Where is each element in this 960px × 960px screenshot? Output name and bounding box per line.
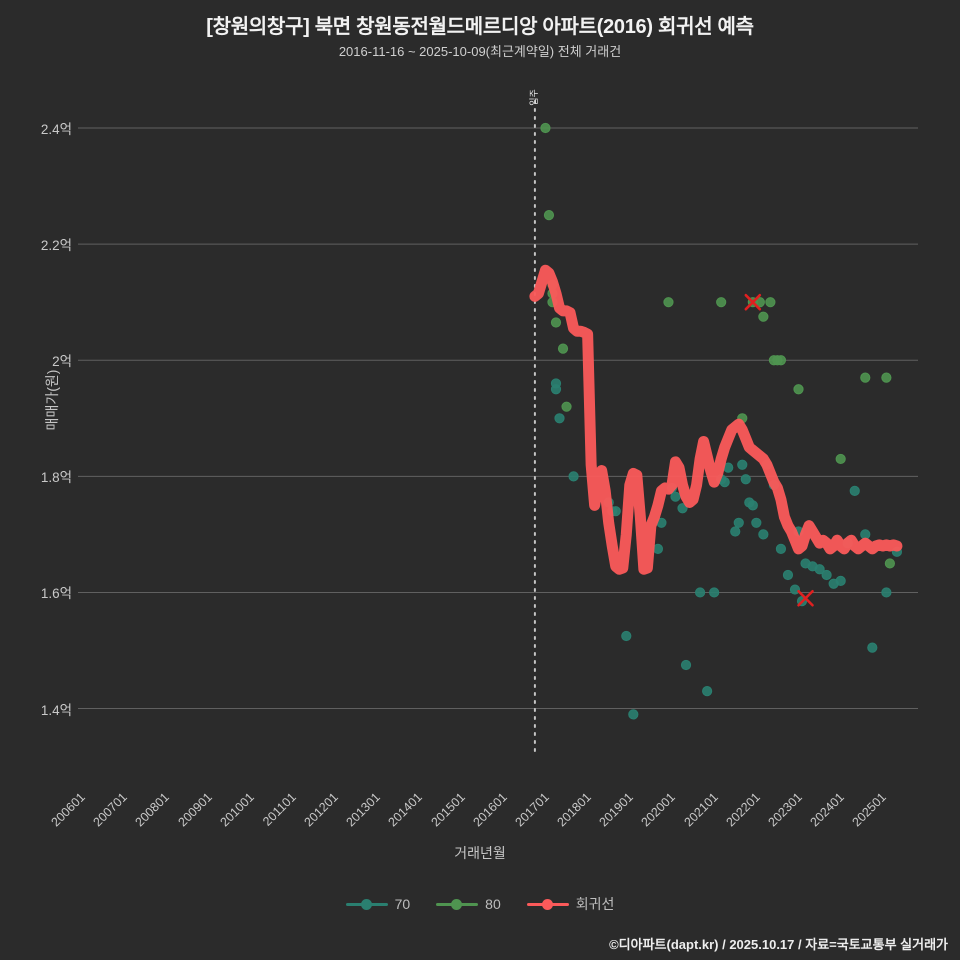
y-axis-tick-label: 2억 [52, 354, 72, 370]
regression-line [529, 264, 903, 575]
legend-swatch-icon [436, 898, 479, 910]
x-axis-tick-label: 200801 [132, 790, 173, 830]
x-axis-title: 거래년월 [454, 845, 506, 861]
legend-item-회귀선[interactable]: 회귀선 [526, 894, 615, 914]
y-axis-tick-label: 1.8억 [40, 470, 72, 486]
x-axis-tick-label: 200601 [48, 790, 88, 830]
x-axis-tick-label: 202501 [849, 790, 890, 830]
x-axis-tick-label: 202001 [638, 790, 679, 830]
highlight-markers [744, 293, 814, 607]
y-axis-tick-label: 2.2억 [40, 238, 72, 254]
y-axis-tick-label: 1.4억 [40, 702, 72, 718]
gridlines [78, 127, 918, 710]
chart-subtitle: 2016-11-16 ~ 2025-10-09(최근계약일) 전체 거래건 [338, 44, 622, 59]
page-title: [창원의창구] 북면 창원동전월드메르디앙 아파트(2016) 회귀선 예측 [206, 16, 754, 38]
legend-label: 70 [394, 896, 411, 912]
legend-item-80[interactable]: 80 [436, 896, 501, 912]
x-axis-tick-label: 202301 [765, 790, 805, 830]
plot-area: 입주 [78, 89, 918, 755]
legend-label: 80 [485, 896, 501, 912]
x-axis-tick-label: 201301 [343, 790, 384, 830]
legend-item-70[interactable]: 70 [345, 896, 411, 912]
x-axis-tick-label: 200701 [90, 790, 131, 830]
y-axis-tick-label: 1.6억 [40, 586, 72, 602]
x-axis-tick-label: 201401 [385, 790, 426, 830]
x-axis-tick-label: 201701 [512, 790, 552, 830]
x-axis-tick-label: 201801 [554, 790, 594, 830]
x-axis-tick-label: 201901 [596, 790, 637, 830]
legend-label: 회귀선 [575, 896, 615, 912]
x-axis-tick-label: 202401 [807, 790, 848, 830]
chart-legend: 70 80 회귀선 [0, 894, 960, 914]
legend-swatch-icon [526, 898, 569, 910]
x-axis-tick-label: 201001 [217, 790, 257, 830]
footer-credit: ©디아파트(dapt.kr) / 2025.10.17 / 자료=국토교통부 실… [609, 937, 948, 952]
legend-swatch-icon [345, 898, 388, 910]
x-axis-tick-label: 201101 [260, 790, 299, 829]
y-axis-tick-labels: 2.4억 2.2억 2억 1.8억 1.6억 1.4억 [0, 0, 72, 960]
y-axis-tick-label: 2.4억 [40, 122, 72, 138]
entry-marker-label: 입주 [528, 89, 539, 106]
scatter-plot-svg [78, 99, 918, 755]
x-axis-tick-label: 202201 [723, 790, 763, 830]
x-axis-tick-label: 201201 [301, 790, 341, 830]
x-axis-tick-label: 201601 [470, 790, 510, 830]
x-axis-tick-label: 200901 [175, 790, 215, 830]
